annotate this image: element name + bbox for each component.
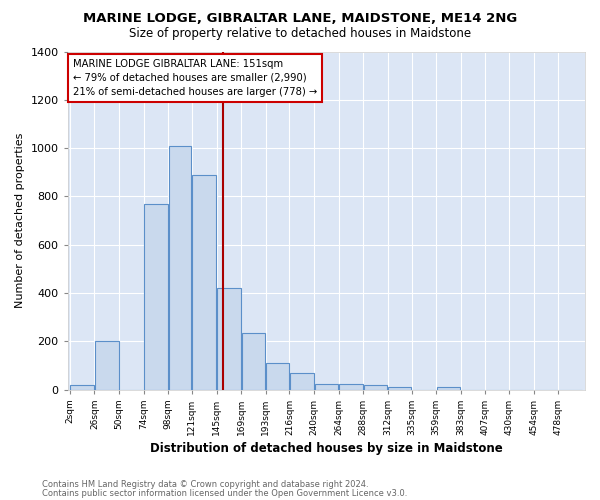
Y-axis label: Number of detached properties: Number of detached properties — [15, 133, 25, 308]
Bar — [388, 387, 411, 390]
Bar — [339, 384, 363, 390]
Bar — [266, 363, 289, 390]
Text: Contains public sector information licensed under the Open Government Licence v3: Contains public sector information licen… — [42, 488, 407, 498]
Text: MARINE LODGE, GIBRALTAR LANE, MAIDSTONE, ME14 2NG: MARINE LODGE, GIBRALTAR LANE, MAIDSTONE,… — [83, 12, 517, 26]
Bar — [290, 372, 314, 390]
Bar — [193, 174, 216, 390]
Bar — [70, 385, 94, 390]
Bar — [169, 146, 191, 390]
Bar — [95, 342, 119, 390]
Bar — [314, 384, 338, 390]
Bar — [217, 288, 241, 390]
X-axis label: Distribution of detached houses by size in Maidstone: Distribution of detached houses by size … — [150, 442, 503, 455]
Bar — [364, 385, 388, 390]
Bar — [144, 204, 168, 390]
Text: Size of property relative to detached houses in Maidstone: Size of property relative to detached ho… — [129, 28, 471, 40]
Bar — [437, 387, 460, 390]
Text: MARINE LODGE GIBRALTAR LANE: 151sqm
← 79% of detached houses are smaller (2,990): MARINE LODGE GIBRALTAR LANE: 151sqm ← 79… — [73, 58, 317, 96]
Bar — [242, 333, 265, 390]
Text: Contains HM Land Registry data © Crown copyright and database right 2024.: Contains HM Land Registry data © Crown c… — [42, 480, 368, 489]
